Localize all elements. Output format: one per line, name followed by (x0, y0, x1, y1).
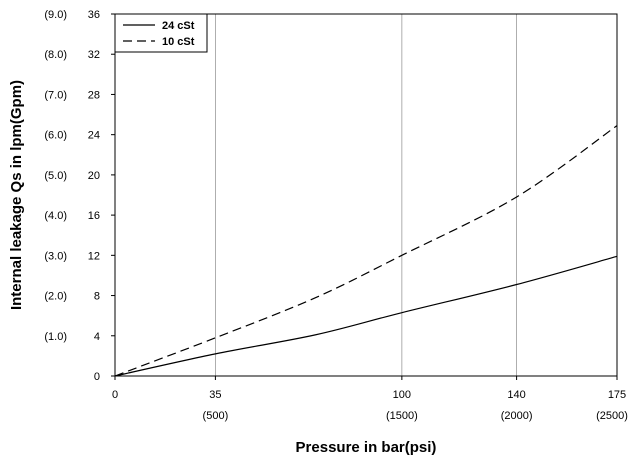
y-tick-sublabel-3: (3.0) (44, 250, 67, 262)
x-tick-sublabel-2: (1500) (386, 410, 418, 422)
x-tick-label-3: 140 (507, 389, 525, 401)
legend-box (114, 13, 208, 53)
y-tick-label-1: 4 (94, 331, 100, 343)
x-tick-sublabel-3: (2000) (501, 410, 533, 422)
frame-layer (114, 13, 618, 377)
legend: 24 cSt 10 cSt (114, 13, 208, 53)
y-tick-label-5: 20 (88, 170, 100, 182)
legend-label-0: 24 cSt (162, 20, 195, 32)
x-tick-label-2: 100 (393, 389, 411, 401)
x-tick-sublabel-4: (2500) (596, 410, 628, 422)
y-tick-sublabel-8: (8.0) (44, 49, 67, 61)
y-tick-label-4: 16 (88, 210, 100, 222)
y-tick-label-2: 8 (94, 291, 100, 303)
tick-layer: 0 4 (1.0) 8 (2.0) 12 (3.0) 16 (4.0) 20 (5.0) 24 (6.0… (44, 9, 628, 422)
y-axis-title: Internal leakage Qs in lpm(Gpm) (8, 80, 25, 310)
y-tick-sublabel-4: (4.0) (44, 210, 67, 222)
y-tick-sublabel-2: (2.0) (44, 291, 67, 303)
y-tick-label-9: 36 (88, 9, 100, 21)
y-tick-label-0: 0 (94, 371, 100, 383)
series-layer (114, 125, 618, 377)
y-tick-sublabel-5: (5.0) (44, 170, 67, 182)
plot-frame (114, 13, 618, 377)
series-line-10-cst (114, 125, 618, 377)
y-tick-label-8: 32 (88, 49, 100, 61)
x-tick-sublabel-1: (500) (203, 410, 229, 422)
x-axis-title: Pressure in bar(psi) (296, 439, 437, 456)
y-tick-sublabel-9: (9.0) (44, 9, 67, 21)
y-tick-label-6: 24 (88, 130, 100, 142)
x-tick-label-1: 35 (209, 389, 221, 401)
x-tick-label-0: 0 (112, 389, 118, 401)
grid-layer (214, 14, 517, 376)
x-tick-label-4: 175 (608, 389, 626, 401)
y-tick-sublabel-1: (1.0) (44, 331, 67, 343)
y-tick-sublabel-7: (7.0) (44, 89, 67, 101)
y-tick-label-7: 28 (88, 89, 100, 101)
y-tick-sublabel-6: (6.0) (44, 130, 67, 142)
y-tick-label-3: 12 (88, 250, 100, 262)
legend-label-1: 10 cSt (162, 36, 195, 48)
series-line-24-cst (114, 255, 618, 377)
